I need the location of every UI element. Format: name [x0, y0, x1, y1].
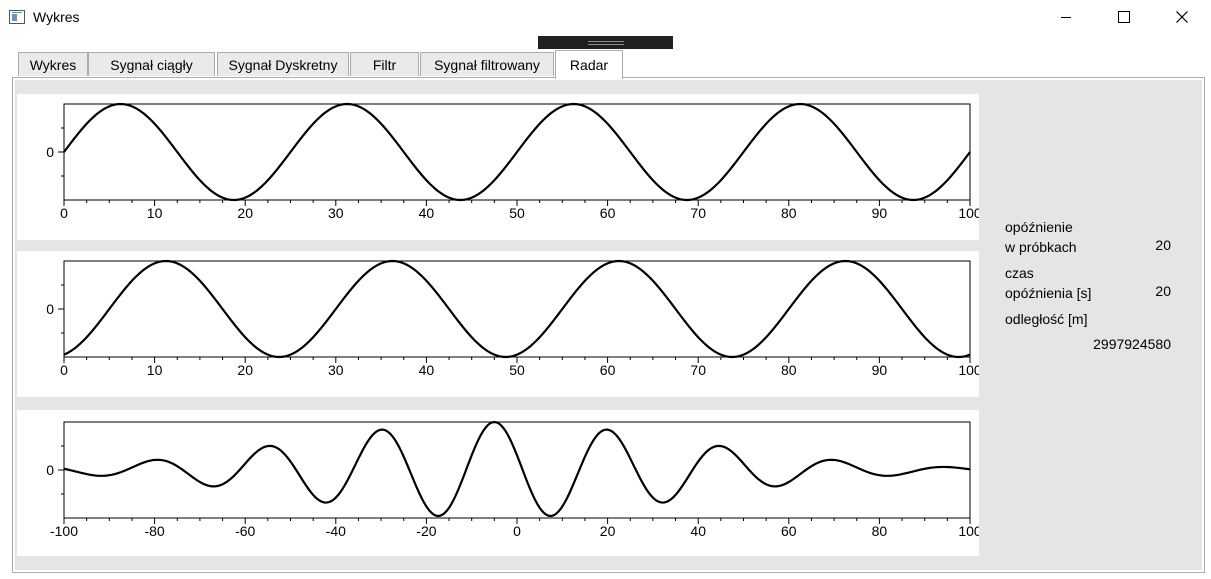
x-tick-label: -20 — [416, 523, 436, 539]
x-tick-label: 100 — [958, 205, 979, 221]
y-tick-label: 0 — [46, 462, 54, 478]
x-tick-label: 40 — [419, 205, 435, 221]
tab-sygnal-filtrowany[interactable]: Sygnał filtrowany — [420, 52, 554, 76]
tab-sygnal-ciagly[interactable]: Sygnał ciągły — [88, 52, 215, 76]
x-tick-label: 0 — [60, 362, 68, 378]
x-tick-label: 80 — [781, 362, 797, 378]
radar-tab-panel: 0 10 20 30 40 50 60 70 80 90 100 0 0 10 20 30 40 50 60 70 8… — [12, 77, 1205, 573]
series-line — [63, 420, 971, 518]
x-tick-label: 80 — [781, 205, 797, 221]
chart-window-icon — [9, 10, 25, 24]
received-signal-chart: 0 10 20 30 40 50 60 70 80 90 100 0 — [17, 251, 979, 397]
close-button[interactable] — [1153, 0, 1211, 34]
window-title: Wykres — [33, 9, 80, 25]
series-line — [63, 259, 971, 359]
y-tick-label: 0 — [46, 144, 54, 160]
maximize-button[interactable] — [1095, 0, 1153, 34]
x-tick-label: -100 — [50, 523, 78, 539]
radar-content: 0 10 20 30 40 50 60 70 80 90 100 0 0 10 20 30 40 50 60 70 8… — [15, 80, 1202, 570]
tab-sygnal-dyskretny[interactable]: Sygnał Dyskretny — [217, 52, 349, 76]
x-tick-label: 70 — [690, 205, 706, 221]
chart-1-svg: 0 10 20 30 40 50 60 70 80 90 100 0 — [46, 259, 979, 378]
delay-time-value: 20 — [1155, 283, 1171, 299]
maximize-icon — [1118, 11, 1130, 23]
tab-wykres[interactable]: Wykres — [18, 52, 88, 76]
plot-area-frame — [63, 260, 971, 358]
plot-area-frame — [63, 421, 971, 519]
x-tick-label: 30 — [328, 205, 344, 221]
x-tick-label: 70 — [690, 362, 706, 378]
chart-0-svg: 0 10 20 30 40 50 60 70 80 90 100 0 — [46, 102, 979, 221]
x-tick-label: 10 — [147, 205, 163, 221]
close-icon — [1176, 11, 1188, 23]
minimize-icon — [1061, 17, 1071, 18]
x-tick-label: 10 — [147, 362, 163, 378]
transmitted-signal-chart: 0 10 20 30 40 50 60 70 80 90 100 0 — [17, 94, 979, 240]
x-tick-label: 60 — [781, 523, 797, 539]
x-tick-label: 0 — [60, 205, 68, 221]
correlation-chart: -100 -80 -60 -40 -20 0 20 40 60 80 100 0 — [17, 410, 979, 556]
series-line — [63, 102, 971, 202]
x-tick-label: 80 — [872, 523, 888, 539]
chart-2-svg: -100 -80 -60 -40 -20 0 20 40 60 80 100 0 — [46, 420, 979, 539]
distance-value: 2997924580 — [1093, 336, 1171, 352]
drag-handle[interactable] — [538, 36, 673, 49]
x-tick-label: -80 — [144, 523, 164, 539]
minimize-button[interactable] — [1037, 0, 1095, 34]
delay-samples-label: opóźnienie w próbkach — [1005, 219, 1077, 255]
delay-samples-value: 20 — [1155, 237, 1171, 253]
x-tick-label: 50 — [509, 205, 525, 221]
x-tick-label: 60 — [600, 205, 616, 221]
x-tick-label: 100 — [958, 523, 979, 539]
x-tick-label: 100 — [958, 362, 979, 378]
x-tick-label: 60 — [600, 362, 616, 378]
distance-label: odległość [m] — [1005, 311, 1088, 327]
x-tick-label: 0 — [513, 523, 521, 539]
title-bar: Wykres — [0, 0, 1211, 34]
x-tick-label: 20 — [600, 523, 616, 539]
x-tick-label: 90 — [872, 362, 888, 378]
delay-time-label: czas opóźnienia [s] — [1005, 265, 1092, 301]
x-tick-label: -60 — [235, 523, 255, 539]
x-tick-label: 30 — [328, 362, 344, 378]
x-tick-label: 20 — [237, 205, 253, 221]
x-tick-label: 50 — [509, 362, 525, 378]
tab-radar[interactable]: Radar — [555, 50, 623, 79]
x-tick-label: 40 — [690, 523, 706, 539]
tab-filtr[interactable]: Filtr — [350, 52, 419, 76]
x-tick-label: -40 — [326, 523, 346, 539]
y-tick-label: 0 — [46, 301, 54, 317]
x-tick-label: 90 — [872, 205, 888, 221]
x-tick-label: 40 — [419, 362, 435, 378]
x-tick-label: 20 — [237, 362, 253, 378]
